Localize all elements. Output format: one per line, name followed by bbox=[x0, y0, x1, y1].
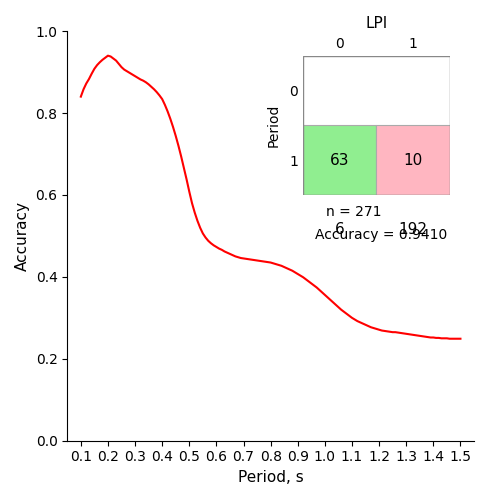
Text: Accuracy = 0.9410: Accuracy = 0.9410 bbox=[314, 228, 446, 241]
X-axis label: Period, s: Period, s bbox=[237, 470, 303, 485]
Text: n = 271: n = 271 bbox=[325, 205, 380, 219]
Y-axis label: Accuracy: Accuracy bbox=[15, 201, 30, 271]
